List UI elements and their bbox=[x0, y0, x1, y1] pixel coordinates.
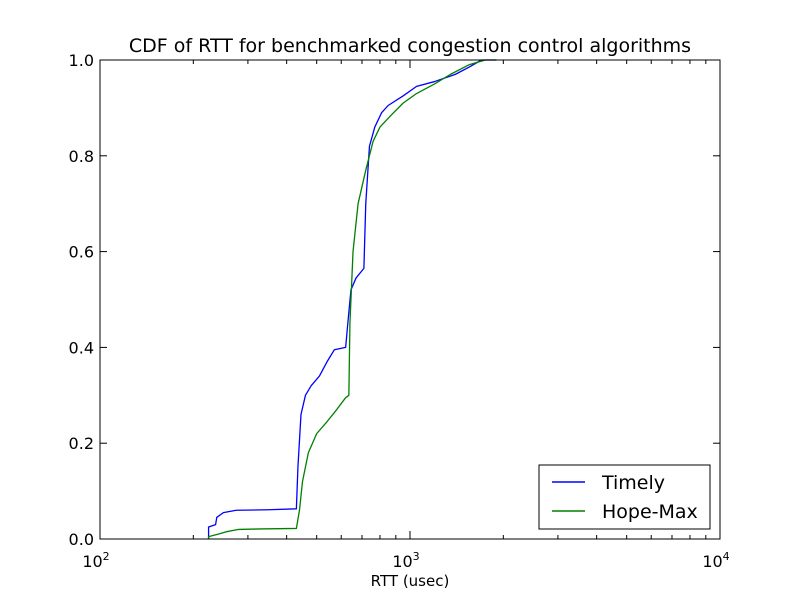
series-line-timely bbox=[207, 59, 497, 539]
plot-frame bbox=[99, 59, 721, 540]
series-line-hope-max bbox=[207, 59, 497, 539]
x-tick-label: 102 bbox=[82, 550, 109, 571]
y-tick-label: 0.2 bbox=[69, 434, 94, 453]
x-tick-label: 104 bbox=[702, 550, 729, 571]
legend-label-hope-max: Hope-Max bbox=[602, 501, 698, 523]
y-tick-label: 0.4 bbox=[69, 338, 94, 357]
x-tick-label: 103 bbox=[392, 550, 419, 571]
y-tick-label: 0.0 bbox=[69, 530, 94, 549]
x-axis-label: RTT (usec) bbox=[371, 572, 450, 590]
legend: Timely Hope-Max bbox=[538, 464, 711, 530]
y-tick-label: 1.0 bbox=[69, 51, 94, 70]
legend-frame bbox=[538, 464, 711, 530]
legend-label-timely: Timely bbox=[601, 472, 665, 494]
chart-title: CDF of RTT for benchmarked congestion co… bbox=[129, 35, 691, 57]
y-tick-label: 0.8 bbox=[69, 147, 94, 166]
series-layer bbox=[207, 59, 497, 539]
y-tick-label: 0.6 bbox=[69, 243, 94, 262]
